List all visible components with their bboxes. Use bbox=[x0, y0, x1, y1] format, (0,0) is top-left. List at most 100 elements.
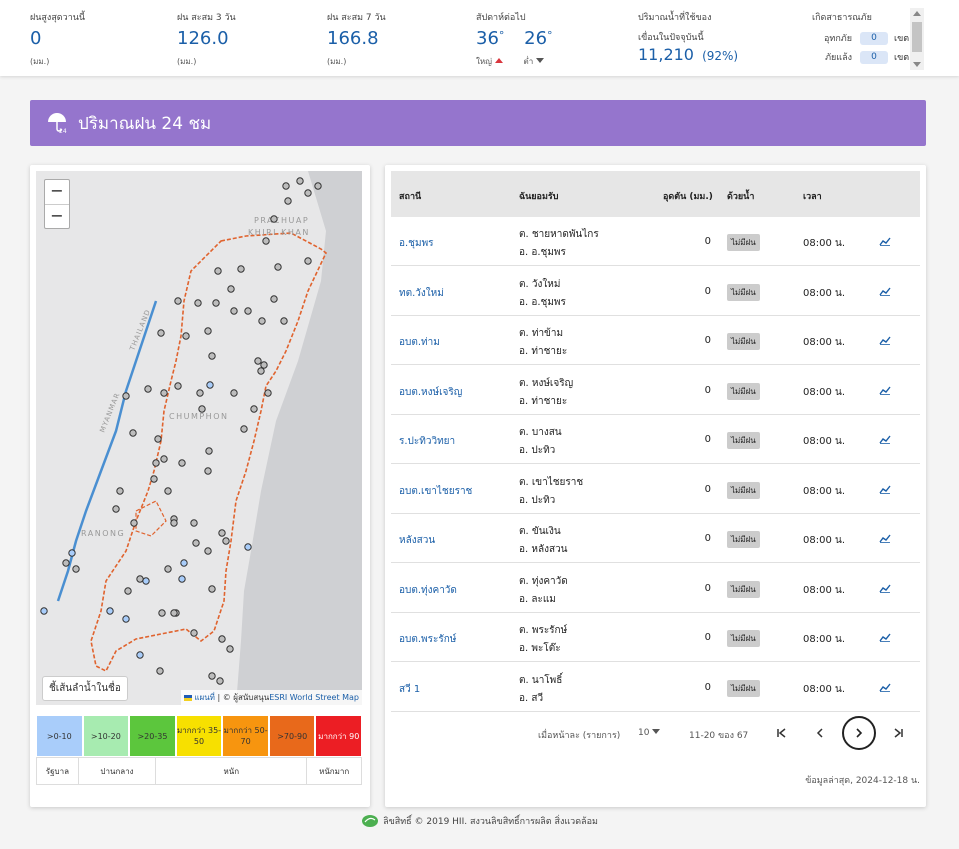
station-marker[interactable] bbox=[205, 447, 213, 455]
station-marker[interactable] bbox=[158, 609, 166, 617]
attribution-link[interactable]: ESRI World Street Map bbox=[269, 693, 359, 702]
station-marker[interactable] bbox=[204, 327, 212, 335]
station-marker[interactable] bbox=[72, 565, 80, 573]
station-marker[interactable] bbox=[124, 587, 132, 595]
station-marker[interactable] bbox=[170, 519, 178, 527]
station-marker[interactable] bbox=[198, 405, 206, 413]
station-marker[interactable] bbox=[250, 405, 258, 413]
station-marker[interactable] bbox=[194, 299, 202, 307]
station-marker[interactable] bbox=[178, 575, 186, 583]
station-marker[interactable] bbox=[262, 237, 270, 245]
attribution-prefix[interactable]: แผนที่ bbox=[194, 693, 215, 702]
station-marker[interactable] bbox=[68, 549, 76, 557]
station-marker[interactable] bbox=[304, 257, 312, 265]
station-marker[interactable] bbox=[244, 307, 252, 315]
station-marker[interactable] bbox=[274, 263, 282, 271]
table-row[interactable]: อ.ชุมพร ต. ชายหาดพันไกร อ. อ.ชุมพร 0 ไม่มีฝน… bbox=[391, 217, 920, 266]
last-page-button[interactable] bbox=[881, 716, 915, 750]
station-marker[interactable] bbox=[160, 389, 168, 397]
chart-icon[interactable] bbox=[879, 632, 891, 642]
station-marker[interactable] bbox=[237, 265, 245, 273]
station-marker[interactable] bbox=[150, 475, 158, 483]
station-marker[interactable] bbox=[144, 385, 152, 393]
station-marker[interactable] bbox=[182, 332, 190, 340]
station-marker[interactable] bbox=[174, 297, 182, 305]
station-marker[interactable] bbox=[136, 575, 144, 583]
station-marker[interactable] bbox=[116, 487, 124, 495]
station-marker[interactable] bbox=[304, 189, 312, 197]
header-rain[interactable]: อุดตัน (มม.) bbox=[663, 192, 713, 202]
station-marker[interactable] bbox=[206, 381, 214, 389]
header-time[interactable]: เวลา bbox=[803, 192, 822, 202]
station-marker[interactable] bbox=[62, 559, 70, 567]
scroll-down-icon[interactable] bbox=[913, 62, 921, 67]
station-link[interactable]: ทต.วังใหม่ bbox=[399, 287, 444, 299]
station-marker[interactable] bbox=[122, 392, 130, 400]
station-marker[interactable] bbox=[218, 529, 226, 537]
header-station[interactable]: สถานี bbox=[399, 192, 422, 202]
table-row[interactable]: อบต.ท่าม ต. ท่าข้าม อ. ท่าชายะ 0 ไม่มีฝน 08:0… bbox=[391, 316, 920, 365]
station-marker[interactable] bbox=[216, 677, 224, 685]
drought-row[interactable]: ภัยแล้ง 0 เขต bbox=[812, 50, 924, 64]
chart-icon[interactable] bbox=[879, 533, 891, 543]
station-marker[interactable] bbox=[282, 182, 290, 190]
station-link[interactable]: ร.ปะทิววิทยา bbox=[399, 436, 456, 447]
station-marker[interactable] bbox=[142, 577, 150, 585]
scroll-up-icon[interactable] bbox=[913, 11, 921, 16]
table-row[interactable]: สวี 1 ต. นาโพธิ์ อ. สวี 0 ไม่มีฝน 08:00 น. bbox=[391, 663, 920, 712]
per-page-select[interactable]: 10 bbox=[638, 728, 661, 738]
station-marker[interactable] bbox=[240, 425, 248, 433]
stats-scrollbar[interactable] bbox=[910, 8, 924, 70]
station-marker[interactable] bbox=[106, 607, 114, 615]
chart-icon[interactable] bbox=[879, 236, 891, 246]
table-row[interactable]: อบต.หงษ์เจริญ ต. หงษ์เจริญ อ. ท่าชายะ 0 ไม่ม… bbox=[391, 366, 920, 415]
chart-icon[interactable] bbox=[879, 434, 891, 444]
station-marker[interactable] bbox=[156, 667, 164, 675]
station-link[interactable]: อ.ชุมพร bbox=[399, 238, 434, 249]
map-canvas[interactable]: PRACHUAP KHIRI KHAN CHUMPHON RANONG THAI… bbox=[36, 171, 362, 705]
station-marker[interactable] bbox=[260, 361, 268, 369]
station-link[interactable]: อบต.เขาไชยราช bbox=[399, 485, 473, 497]
station-marker[interactable] bbox=[208, 672, 216, 680]
zoom-in-button[interactable]: − bbox=[50, 181, 64, 200]
station-marker[interactable] bbox=[208, 352, 216, 360]
station-marker[interactable] bbox=[152, 459, 160, 467]
prev-page-button[interactable] bbox=[803, 716, 837, 750]
station-marker[interactable] bbox=[270, 215, 278, 223]
chart-icon[interactable] bbox=[879, 335, 891, 345]
station-marker[interactable] bbox=[244, 543, 252, 551]
station-marker[interactable] bbox=[190, 519, 198, 527]
station-marker[interactable] bbox=[130, 519, 138, 527]
station-link[interactable]: หลังสวน bbox=[399, 535, 436, 546]
station-marker[interactable] bbox=[164, 487, 172, 495]
station-marker[interactable] bbox=[174, 382, 182, 390]
station-link[interactable]: อบต.ท่าม bbox=[399, 337, 440, 348]
chart-icon[interactable] bbox=[879, 583, 891, 593]
station-link[interactable]: อบต.ทุ่งคาวัด bbox=[399, 584, 457, 596]
station-marker[interactable] bbox=[230, 389, 238, 397]
station-marker[interactable] bbox=[314, 182, 322, 190]
table-row[interactable]: อบต.เขาไชยราช ต. เขาไชยราช อ. ปะทิว 0 ไม่มีฝ… bbox=[391, 465, 920, 514]
table-row[interactable]: อบต.ทุ่งคาวัด ต. ทุ่งคาวัด อ. ละแม 0 ไม่มีฝน… bbox=[391, 564, 920, 613]
station-marker[interactable] bbox=[222, 537, 230, 545]
station-marker[interactable] bbox=[218, 635, 226, 643]
station-marker[interactable] bbox=[196, 389, 204, 397]
station-marker[interactable] bbox=[284, 197, 292, 205]
station-marker[interactable] bbox=[257, 367, 265, 375]
river-toggle-button[interactable]: ชี้เส้นลำน้ำในชื่อ bbox=[42, 676, 128, 701]
station-marker[interactable] bbox=[270, 295, 278, 303]
station-marker[interactable] bbox=[122, 615, 130, 623]
station-marker[interactable] bbox=[227, 285, 235, 293]
table-row[interactable]: อบต.พระรักษ์ ต. พระรักษ์ อ. พะโต๊ะ 0 ไม่มีฝน… bbox=[391, 613, 920, 662]
header-river[interactable]: ด้วยน้ำ bbox=[727, 192, 755, 202]
station-marker[interactable] bbox=[180, 559, 188, 567]
station-marker[interactable] bbox=[280, 317, 288, 325]
station-marker[interactable] bbox=[230, 307, 238, 315]
rain-map[interactable]: PRACHUAP KHIRI KHAN CHUMPHON RANONG THAI… bbox=[36, 171, 362, 705]
station-marker[interactable] bbox=[170, 609, 178, 617]
table-row[interactable]: ร.ปะทิววิทยา ต. บางสน อ. ปะทิว 0 ไม่มีฝน 08:0… bbox=[391, 415, 920, 464]
header-area[interactable]: ฉันยอมรับ bbox=[519, 192, 559, 202]
station-link[interactable]: สวี 1 bbox=[399, 683, 421, 695]
station-marker[interactable] bbox=[204, 547, 212, 555]
first-page-button[interactable] bbox=[765, 716, 799, 750]
